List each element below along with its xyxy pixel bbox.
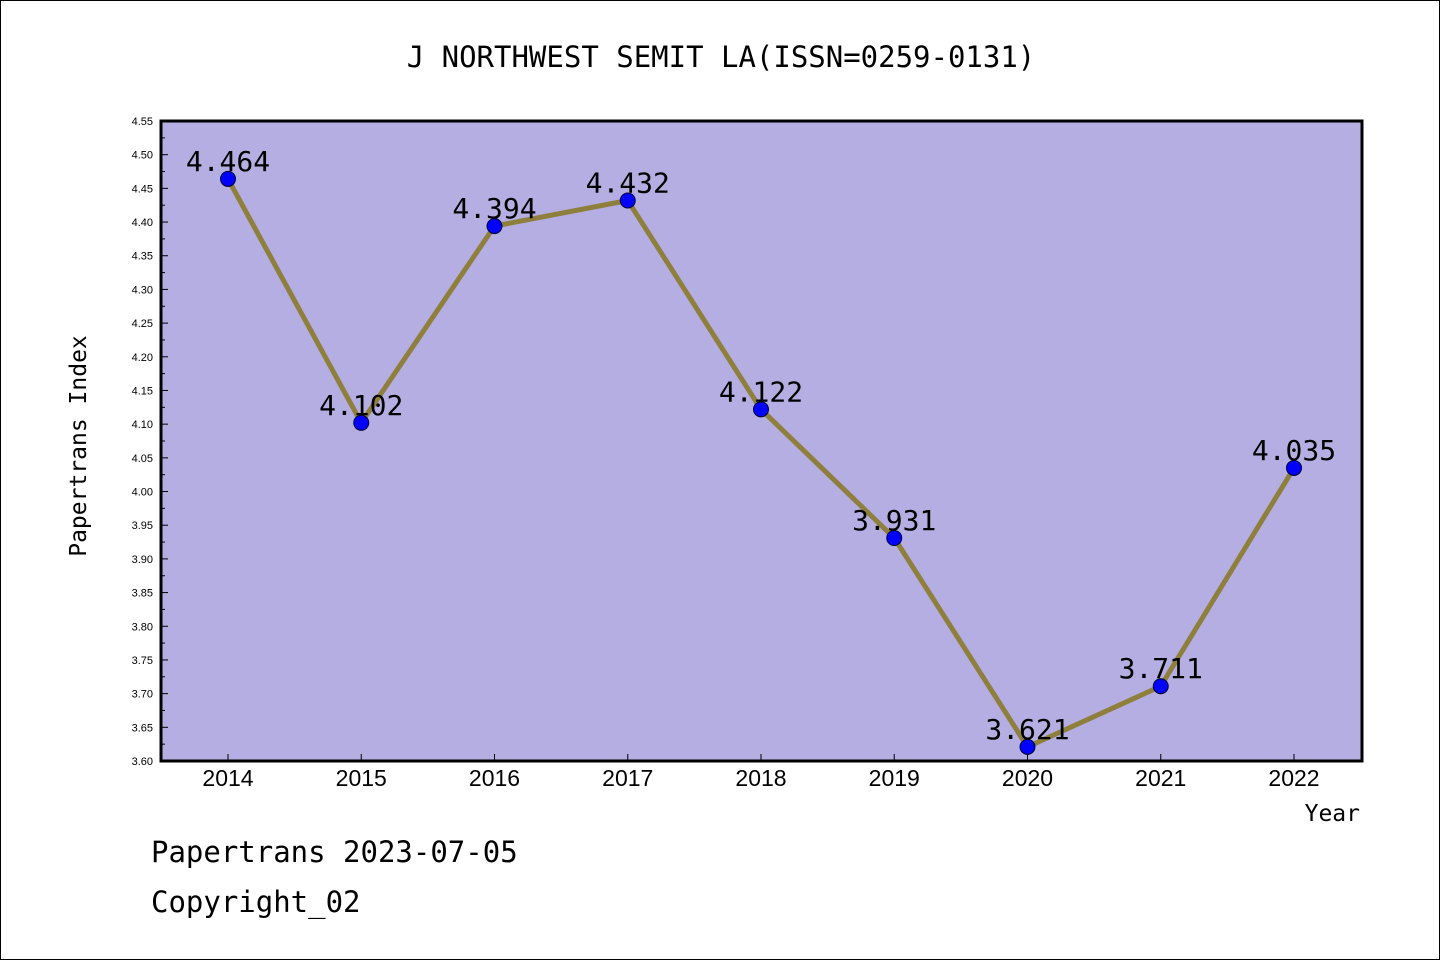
y-tick-label: 3.95 [132,520,153,532]
y-tick-label: 4.35 [132,251,153,263]
x-axis-label: Year [1305,801,1360,827]
y-tick-label: 3.85 [132,588,153,600]
x-tick-label: 2016 [469,765,520,791]
data-point [220,170,236,187]
y-axis-label: Papertrans Index [66,335,92,557]
y-tick-label: 4.55 [132,116,153,128]
data-point [1019,738,1036,755]
y-tick-label: 4.25 [132,318,153,330]
data-label: 4.394 [452,192,536,225]
y-tick-label: 4.05 [132,453,153,465]
y-tick-label: 4.50 [132,150,153,162]
data-label: 4.464 [186,145,270,178]
y-tick-label: 4.15 [132,385,153,397]
data-point [1152,678,1169,695]
data-point [486,218,503,235]
y-tick-label: 4.10 [132,419,153,431]
data-point [753,401,769,418]
y-tick-label: 3.80 [132,621,153,633]
data-point [353,414,370,431]
x-tick-label: 2022 [1268,765,1319,791]
chart-title: J NORTHWEST SEMIT LA(ISSN=0259-0131) [407,40,1036,74]
x-tick-label: 2020 [1002,765,1053,791]
x-tick-label: 2018 [735,765,786,791]
data-point [619,192,636,209]
y-tick-label: 4.45 [132,183,153,195]
y-tick-label: 3.70 [132,689,153,701]
y-tick-label: 4.40 [132,217,153,229]
x-tick-label: 2019 [869,765,920,791]
data-label: 3.621 [985,713,1069,746]
x-tick-label: 2021 [1135,765,1186,791]
data-label: 3.931 [852,504,936,537]
y-tick-label: 4.30 [132,284,153,296]
footer-date: Papertrans 2023-07-05 [151,835,518,869]
footer-copyright: Copyright_02 [151,885,361,919]
x-tick-label: 2015 [336,765,387,791]
x-tick-label: 2014 [202,765,253,791]
y-tick-label: 4.00 [132,487,153,499]
plot-area [161,121,1362,761]
x-tick-label: 2017 [602,765,653,791]
data-label: 3.711 [1119,652,1203,685]
plot-frame [159,119,1364,763]
data-label: 4.102 [319,389,403,422]
y-tick-label: 3.60 [132,756,153,768]
y-tick-label: 4.20 [132,352,153,364]
data-label: 4.432 [586,166,670,199]
data-label: 4.035 [1252,434,1336,467]
y-tick-label: 3.90 [132,554,153,566]
y-tick-label: 3.65 [132,722,153,734]
data-point [1286,459,1302,476]
data-point [886,530,903,547]
y-tick-label: 3.75 [132,655,153,667]
data-label: 4.122 [719,375,803,408]
